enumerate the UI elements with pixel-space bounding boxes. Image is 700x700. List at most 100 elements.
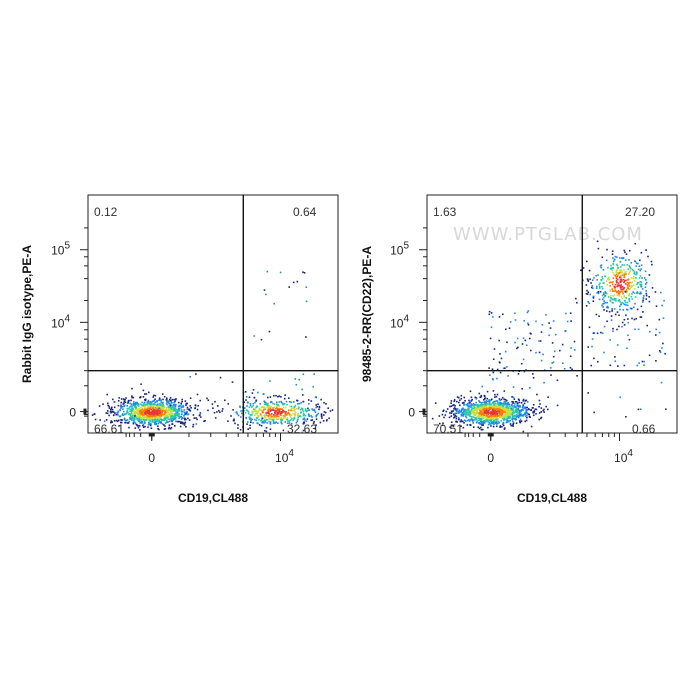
population-1-event (269, 422, 272, 424)
population-1-event (324, 411, 327, 414)
population-0-event (490, 403, 492, 405)
population-0-event (476, 404, 478, 406)
population-0-event (204, 420, 206, 422)
population-0-event (489, 408, 491, 411)
population-0-event (122, 403, 124, 405)
scatter-event (633, 318, 636, 321)
population-1-event (249, 427, 251, 429)
population-0-event (458, 396, 460, 399)
population-1-event (643, 277, 646, 279)
population-1-event (623, 269, 625, 271)
population-0-event (173, 415, 175, 417)
population-0-event (449, 426, 451, 428)
population-0-event (181, 398, 183, 401)
population-1-event (272, 402, 274, 405)
population-0-event (170, 407, 172, 409)
population-0-event (154, 398, 156, 401)
population-0-event (522, 400, 524, 402)
scatter-event (521, 388, 523, 390)
population-0-event (111, 421, 113, 423)
population-1-event (272, 407, 274, 409)
population-1-event (259, 408, 262, 411)
population-0-event (509, 423, 512, 425)
population-1-event (640, 285, 643, 288)
population-1-event (621, 285, 624, 288)
population-0-event (169, 420, 171, 423)
population-0-event (171, 402, 173, 404)
y-axis-label: Rabbit IgG isotype,PE-A (20, 245, 34, 383)
population-0-event (452, 404, 454, 407)
population-1-event (249, 413, 252, 416)
population-1-event (621, 291, 624, 293)
population-0-event (194, 404, 197, 406)
scatter-event (604, 294, 607, 297)
population-1-event (296, 399, 298, 402)
population-1-event (276, 413, 278, 415)
population-0-event (148, 423, 151, 426)
population-0-event (486, 406, 489, 409)
population-1-event (635, 317, 637, 320)
population-0-event (148, 402, 151, 405)
scatter-event (174, 404, 176, 406)
population-0-event (471, 410, 473, 413)
population-1-event (612, 257, 614, 259)
scatter-event (636, 291, 639, 293)
population-1-event (263, 401, 266, 404)
population-0-event (505, 403, 508, 405)
population-0-event (173, 416, 175, 418)
population-0-event (501, 415, 503, 418)
population-1-event (611, 269, 614, 271)
population-0-event (492, 412, 494, 414)
population-1-event (612, 277, 615, 279)
population-0-event (497, 420, 500, 423)
population-0-event (169, 416, 172, 418)
population-1-event (626, 279, 629, 281)
population-1-event (305, 410, 308, 413)
population-0-event (456, 396, 459, 398)
population-0-event (111, 406, 113, 409)
population-0-event (517, 410, 519, 413)
population-0-event (519, 410, 521, 413)
population-0-event (463, 412, 466, 415)
population-0-event (475, 418, 478, 421)
population-0-event (475, 408, 478, 410)
population-0-event (504, 410, 507, 412)
population-1-event (293, 408, 296, 410)
population-0-event (503, 398, 505, 401)
scatter-event (298, 378, 300, 381)
population-0-event (526, 414, 528, 417)
population-0-event (486, 400, 489, 403)
population-0-event (450, 400, 453, 402)
population-0-event (173, 409, 176, 411)
population-0-event (496, 412, 498, 415)
scatter-event (269, 380, 271, 382)
population-0-event (113, 420, 116, 422)
population-0-event (126, 411, 128, 413)
population-0-event (166, 416, 168, 419)
population-0-event (149, 412, 152, 415)
population-0-event (138, 415, 141, 418)
population-0-event (514, 403, 516, 405)
population-1-event (256, 422, 258, 424)
population-0-event (177, 414, 180, 417)
population-1-event (280, 411, 282, 413)
population-1-event (629, 307, 632, 310)
population-0-event (519, 421, 522, 424)
population-1-event (278, 415, 280, 418)
population-1-event (219, 411, 221, 414)
population-1-event (614, 275, 617, 277)
population-0-event (133, 412, 135, 415)
population-1-event (323, 401, 325, 404)
population-0-event (478, 408, 480, 410)
population-1-event (252, 402, 254, 405)
population-1-event (628, 282, 630, 284)
population-0-event (512, 422, 515, 424)
scatter-event (552, 355, 555, 358)
population-0-event (118, 425, 120, 427)
population-0-event (187, 413, 190, 415)
population-1-event (616, 269, 619, 271)
population-0-event (199, 414, 201, 416)
population-0-event (516, 404, 519, 407)
population-0-event (456, 410, 458, 412)
population-1-event (274, 422, 276, 424)
